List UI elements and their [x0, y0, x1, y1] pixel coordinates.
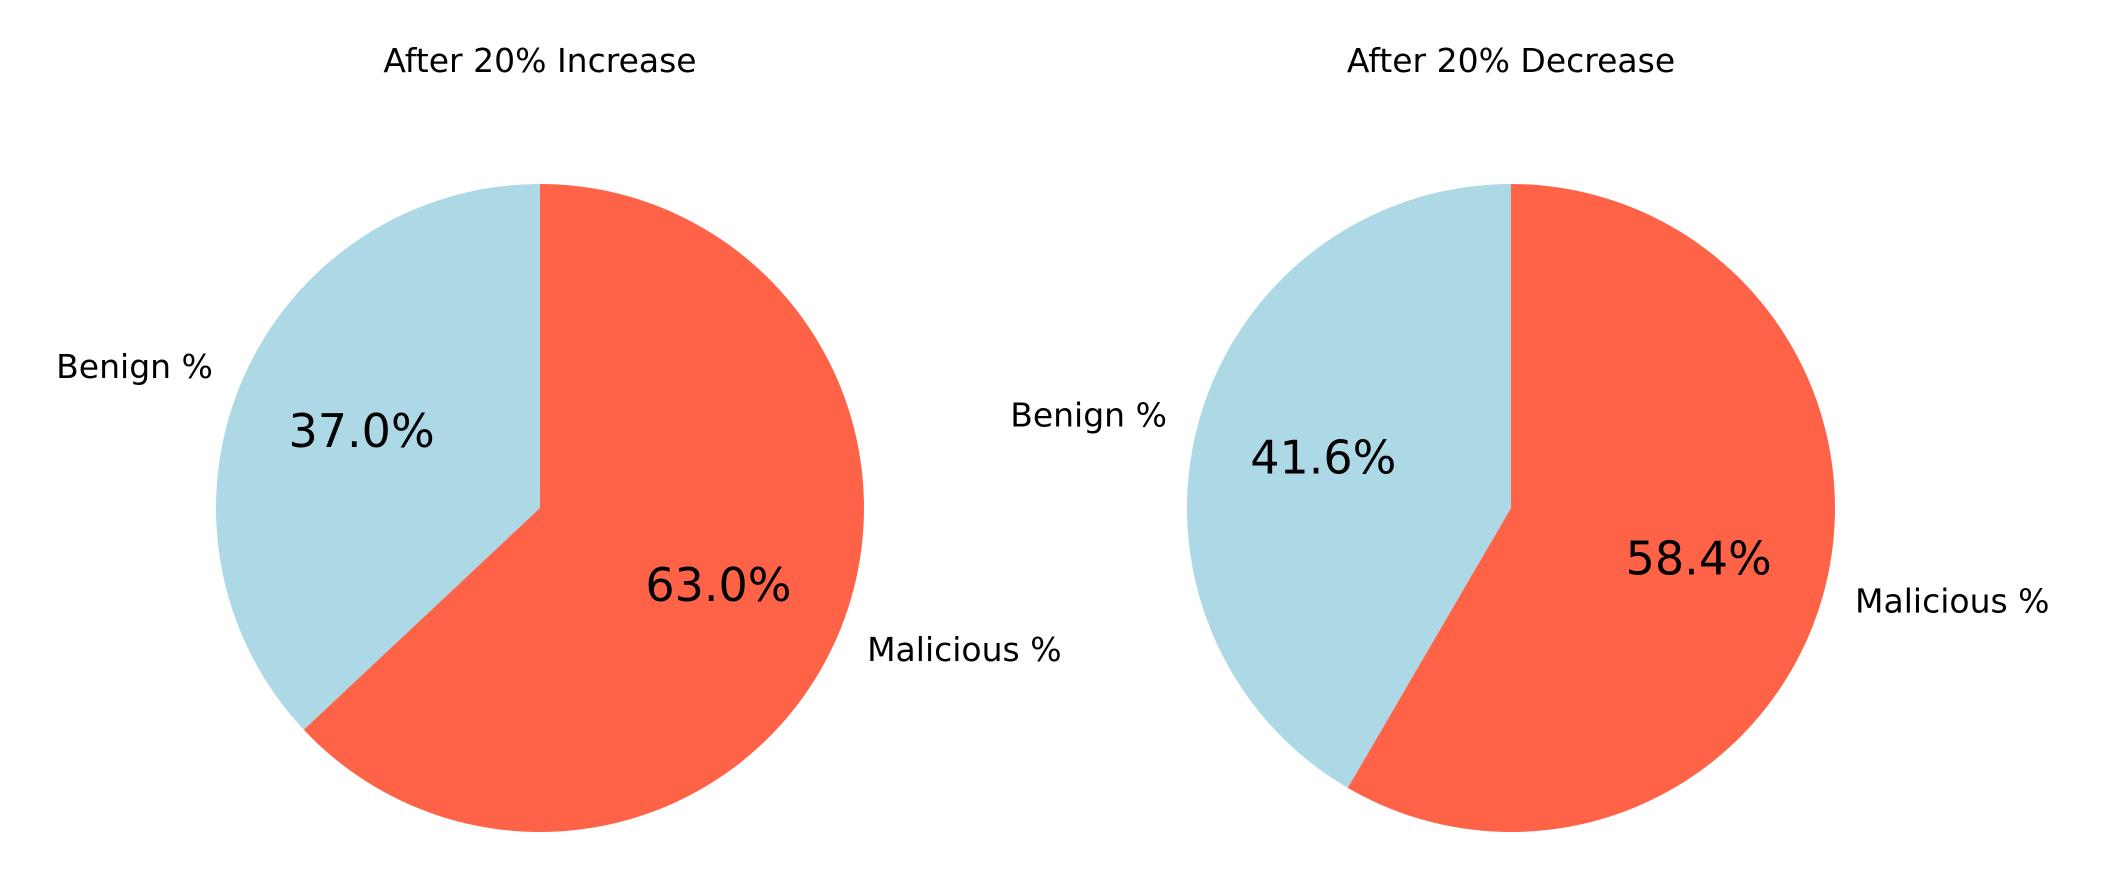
slice-percent-malicious-increase: 63.0% [645, 558, 791, 612]
pie-chart-increase: After 20% Increase Benign % 37.0% Maliciou… [56, 41, 1062, 832]
pie-title-increase: After 20% Increase [383, 41, 696, 80]
pie-labels-increase: Benign % 37.0% Malicious % 63.0% [56, 347, 1061, 669]
slice-percent-benign-increase: 37.0% [289, 404, 435, 458]
slice-label-malicious-increase: Malicious % [867, 630, 1062, 669]
pie-slices-decrease [1187, 184, 1836, 833]
slice-label-benign-decrease: Benign % [1010, 396, 1167, 435]
pie-slices-increase [215, 184, 864, 832]
pie-labels-decrease: Benign % 41.6% Malicious % 58.4% [1010, 396, 2049, 621]
pie-slice-benign-increase [215, 184, 540, 730]
slice-label-benign-increase: Benign % [56, 347, 213, 386]
pie-chart-decrease: After 20% Decrease Benign % 41.6% Maliciou… [1010, 41, 2050, 833]
slice-percent-malicious-decrease: 58.4% [1626, 532, 1772, 586]
pie-slice-benign-decrease [1187, 184, 1511, 788]
slice-percent-benign-decrease: 41.6% [1250, 430, 1396, 484]
slice-label-malicious-decrease: Malicious % [1855, 581, 2050, 620]
pie-slice-malicious-increase [303, 184, 864, 832]
pie-slice-malicious-decrease [1347, 184, 1836, 833]
pie-title-decrease: After 20% Decrease [1347, 41, 1675, 80]
